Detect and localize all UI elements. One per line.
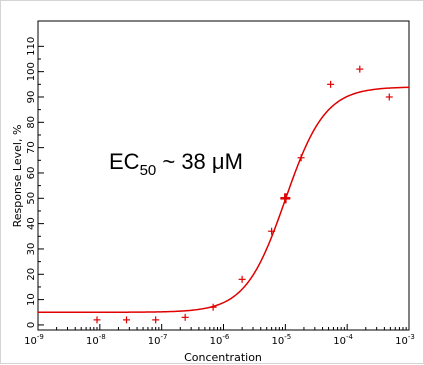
y-tick-label: 50 [26,192,37,205]
data-point [268,227,276,235]
y-tick-label: 110 [26,37,37,56]
data-point [238,275,246,283]
x-tick-label: 10-8 [86,333,106,347]
y-tick-label: 20 [26,268,37,281]
data-point [181,313,189,321]
data-point-highlight [280,193,291,204]
x-axis-ticks: 10-9 10-8 10-7 10-6 10-5 10-4 10-3 [24,324,415,347]
y-tick-label: 40 [26,217,37,230]
y-tick-label: 90 [26,91,37,104]
y-tick-label: 70 [26,141,37,154]
x-tick-label: 10-4 [333,333,353,347]
x-tick-label: 10-9 [24,333,44,347]
x-tick-label: 10-7 [148,333,168,347]
data-point [123,316,131,324]
y-tick-label: 0 [26,322,37,328]
y-axis-ticks: 0 10 20 30 40 50 60 70 80 90 100 110 [26,37,44,328]
data-point [93,316,101,324]
data-points [93,65,393,324]
y-tick-label: 100 [26,62,37,81]
x-tick-label: 10-3 [395,333,415,347]
x-tick-label: 10-6 [210,333,230,347]
plot-area [37,20,410,331]
y-tick-label: 80 [26,116,37,129]
y-tick-label: 60 [26,167,37,180]
data-point [385,93,393,101]
data-point [327,80,335,88]
data-point [297,154,305,162]
x-tick-label: 10-5 [271,333,291,347]
data-point [356,65,364,73]
x-axis-label: Concentration [184,351,262,364]
ec50-annotation: EC50 ~ 38 μM [109,149,243,179]
y-axis-label: Response Level, % [11,125,24,228]
data-point [152,316,160,324]
fit-curve [38,86,410,314]
y-tick-label: 30 [26,243,37,256]
data-point [209,303,217,311]
y-tick-label: 10 [26,293,37,306]
